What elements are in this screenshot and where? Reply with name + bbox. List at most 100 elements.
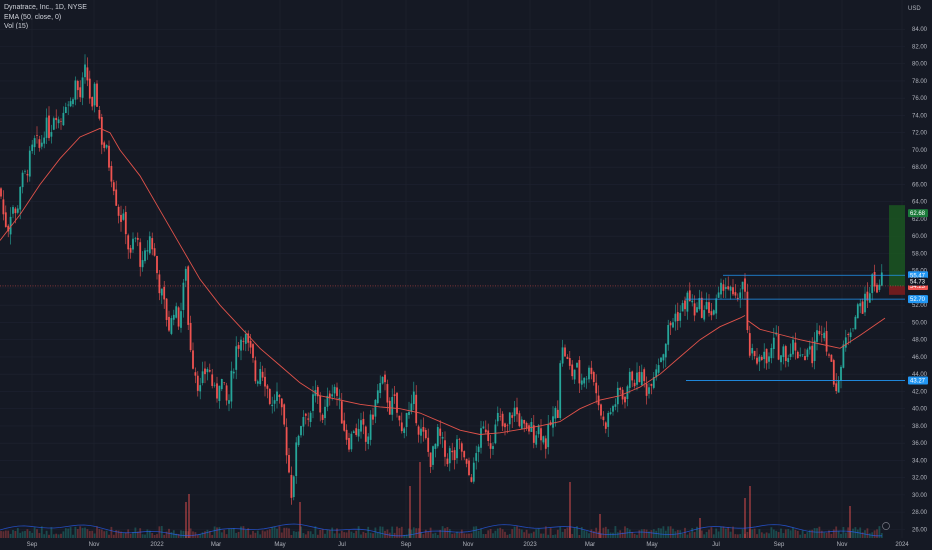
price-axis[interactable]: 26.00 28.00 30.00 32.00 34.00 36.00 38.00 40.00…	[908, 27, 928, 533]
candle-body	[727, 286, 730, 290]
candle-body	[84, 64, 86, 78]
x-tick-label: Sep	[27, 542, 38, 548]
candle-body	[866, 291, 869, 301]
candle-body	[808, 346, 811, 350]
volume-bar	[489, 529, 492, 538]
volume-bar	[324, 533, 326, 538]
candle-body	[849, 332, 852, 338]
volume-bar	[484, 534, 487, 538]
level-price-tag	[908, 271, 928, 280]
candle-body	[218, 385, 221, 402]
volume-bar	[64, 528, 67, 538]
candle-body	[511, 415, 514, 418]
candle-body	[470, 477, 473, 482]
volume-indicator-label[interactable]: Vol (15)	[4, 23, 29, 30]
candle-body	[540, 428, 542, 441]
x-tick-label: 2022	[150, 542, 164, 548]
volume-bar	[122, 533, 125, 538]
candle-body	[465, 458, 468, 464]
volume-bar	[775, 530, 778, 538]
volume-bar	[760, 532, 763, 538]
volume-bar	[242, 526, 245, 538]
candle-body	[74, 80, 77, 100]
volume-bar	[376, 532, 379, 538]
volume-bar	[127, 529, 130, 538]
candle-body	[374, 399, 377, 417]
candle-body	[878, 284, 881, 290]
candle-body	[499, 416, 502, 417]
volume-bar	[124, 532, 127, 538]
candle-body	[796, 351, 799, 359]
volume-bar	[228, 528, 230, 538]
candle-body	[436, 427, 439, 447]
volume-bar	[120, 531, 122, 538]
candle-body	[12, 207, 14, 214]
volume-bar	[758, 529, 761, 538]
volume-bar	[847, 527, 850, 538]
volume-bar	[96, 526, 98, 538]
y-tick-label: 80.00	[912, 62, 928, 68]
volume-spike	[299, 502, 301, 538]
candle-body	[297, 435, 300, 446]
candle-body	[213, 384, 216, 386]
volume-spike	[188, 494, 190, 538]
volume-bar	[756, 534, 758, 538]
volume-bar	[837, 531, 840, 538]
volume-bar	[540, 533, 542, 538]
candle-body	[110, 165, 113, 182]
candle-body	[828, 354, 830, 356]
candle-body	[780, 355, 782, 363]
candle-body	[223, 382, 226, 383]
volume-bar	[597, 531, 600, 538]
y-tick-label: 72.00	[912, 131, 928, 137]
symbol-title[interactable]: Dynatrace, Inc., 1D, NYSE	[4, 4, 87, 11]
candle-body	[693, 303, 696, 316]
volume-bar	[544, 526, 547, 538]
candle-body	[432, 446, 434, 465]
candle-body	[381, 376, 384, 384]
volume-bar	[254, 532, 257, 538]
volume-bar	[720, 526, 722, 538]
candle-body	[765, 348, 768, 364]
volume-bar	[441, 526, 444, 538]
candle-body	[40, 142, 43, 147]
candle-body	[177, 307, 180, 327]
candle-body	[703, 310, 706, 320]
volume-bar	[86, 529, 89, 538]
volume-bar	[636, 534, 638, 538]
volume-bar	[631, 531, 634, 538]
volume-bar	[806, 532, 809, 538]
volume-bar	[273, 526, 276, 538]
candle-body	[364, 426, 367, 442]
candle-body	[542, 436, 545, 443]
x-tick-label: May	[646, 542, 657, 548]
volume-bar	[448, 529, 451, 538]
volume-bar	[667, 526, 670, 538]
candle-body	[638, 371, 641, 383]
volume-bar	[74, 526, 77, 538]
candle-body	[852, 328, 854, 330]
candle-body	[242, 340, 245, 342]
time-axis[interactable]: Sep Nov 2022 Mar May Jul Sep Nov 2023 Mar May Jul Se…	[27, 542, 910, 548]
volume-bar	[768, 533, 770, 538]
level-price-tag-text: 43.27	[910, 378, 926, 384]
volume-bar	[799, 534, 802, 538]
level-price-tag-text: 55.47	[910, 273, 926, 279]
volume-bar	[40, 526, 43, 538]
candle-body	[160, 288, 163, 296]
volume-bar	[180, 530, 182, 538]
candle-body	[508, 412, 511, 425]
volume-bar	[67, 528, 70, 538]
candle-body	[175, 306, 178, 318]
candle-body	[285, 427, 288, 456]
x-tick-label: May	[274, 542, 285, 548]
volume-bar	[424, 529, 427, 538]
candle-body	[739, 292, 742, 299]
go-to-latest-button[interactable]	[882, 522, 890, 530]
candle-body	[180, 311, 182, 328]
volume-bar	[2, 531, 5, 538]
ema-indicator-label[interactable]: EMA (50, close, 0)	[4, 13, 62, 21]
volume-bar	[170, 532, 173, 538]
candle-body	[266, 385, 269, 389]
